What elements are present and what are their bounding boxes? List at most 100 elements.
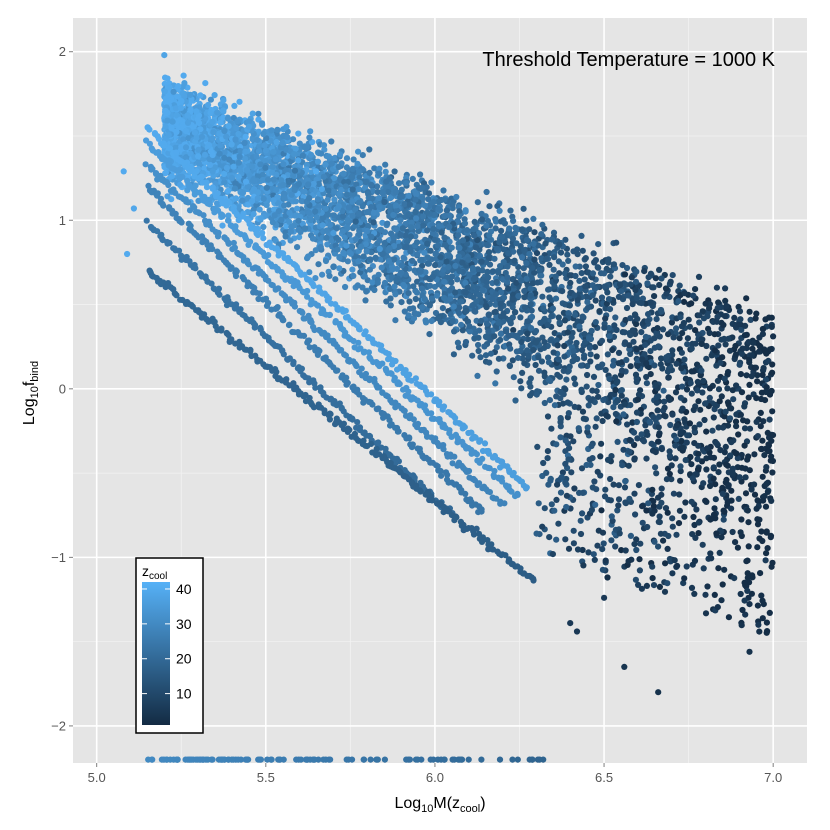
data-point bbox=[752, 364, 760, 371]
data-point bbox=[600, 396, 607, 404]
data-point bbox=[231, 154, 238, 161]
data-point bbox=[332, 276, 339, 283]
data-point bbox=[696, 319, 703, 326]
data-point bbox=[729, 465, 737, 472]
data-point bbox=[493, 344, 500, 351]
data-point bbox=[546, 261, 553, 268]
data-point bbox=[362, 241, 369, 248]
data-point bbox=[726, 347, 734, 354]
data-point bbox=[459, 237, 467, 244]
data-point bbox=[556, 319, 563, 326]
data-point bbox=[494, 203, 501, 210]
data-point bbox=[703, 428, 710, 435]
data-point bbox=[606, 375, 613, 382]
data-point bbox=[509, 296, 516, 303]
data-point bbox=[695, 530, 702, 537]
data-point bbox=[641, 268, 648, 275]
data-point bbox=[236, 98, 243, 105]
data-point bbox=[439, 305, 446, 312]
data-point bbox=[447, 311, 454, 318]
data-point bbox=[254, 195, 261, 202]
data-point bbox=[691, 557, 699, 565]
data-point bbox=[462, 289, 469, 296]
data-point bbox=[557, 489, 565, 496]
data-point bbox=[672, 442, 679, 449]
data-point bbox=[627, 363, 634, 370]
data-point bbox=[602, 486, 609, 493]
data-point bbox=[588, 442, 595, 450]
data-point bbox=[695, 450, 702, 458]
data-point bbox=[286, 218, 293, 225]
data-point bbox=[535, 354, 542, 361]
data-point bbox=[353, 181, 360, 188]
data-point bbox=[474, 372, 481, 379]
data-point bbox=[713, 440, 720, 447]
data-point bbox=[627, 315, 634, 322]
data-point bbox=[520, 205, 527, 212]
data-point bbox=[613, 379, 620, 386]
data-point bbox=[544, 455, 551, 462]
data-point bbox=[718, 597, 725, 604]
data-point bbox=[647, 299, 655, 306]
data-point bbox=[712, 481, 719, 488]
data-point bbox=[499, 233, 506, 240]
data-point bbox=[627, 332, 634, 339]
data-point bbox=[669, 272, 676, 279]
data-point bbox=[330, 230, 337, 237]
data-point bbox=[273, 139, 280, 146]
data-point bbox=[492, 380, 499, 387]
data-point bbox=[656, 513, 663, 520]
data-point bbox=[768, 437, 775, 444]
data-point bbox=[409, 257, 416, 264]
data-point bbox=[164, 193, 171, 200]
data-point bbox=[376, 237, 383, 244]
data-point bbox=[597, 453, 604, 460]
data-point bbox=[576, 277, 583, 284]
data-point bbox=[689, 475, 696, 482]
data-point bbox=[728, 487, 735, 494]
data-point bbox=[242, 178, 250, 185]
data-point bbox=[649, 510, 656, 517]
data-point bbox=[283, 123, 290, 130]
data-point bbox=[725, 482, 732, 489]
data-point bbox=[466, 323, 473, 330]
data-point bbox=[565, 310, 572, 317]
data-point bbox=[221, 149, 228, 156]
data-point bbox=[564, 251, 571, 258]
data-point bbox=[652, 464, 659, 471]
data-point bbox=[418, 256, 425, 263]
data-point bbox=[548, 313, 555, 320]
data-point bbox=[535, 367, 543, 374]
data-point bbox=[700, 480, 707, 487]
data-point bbox=[271, 206, 278, 213]
data-point bbox=[722, 443, 729, 450]
data-point bbox=[344, 225, 351, 232]
data-point bbox=[497, 263, 504, 270]
data-point bbox=[561, 342, 568, 350]
data-point bbox=[477, 354, 484, 361]
data-point bbox=[707, 454, 714, 461]
data-point bbox=[589, 292, 596, 299]
data-point bbox=[584, 371, 591, 379]
data-point bbox=[661, 588, 669, 595]
data-point bbox=[651, 362, 658, 369]
data-point bbox=[687, 453, 694, 461]
data-point bbox=[566, 324, 573, 331]
data-point bbox=[491, 255, 498, 262]
data-point bbox=[637, 540, 644, 547]
data-point bbox=[527, 300, 534, 308]
data-point bbox=[662, 560, 669, 567]
data-point bbox=[594, 264, 601, 271]
data-point bbox=[686, 323, 694, 330]
data-point bbox=[588, 506, 596, 514]
data-point bbox=[274, 126, 281, 133]
data-point bbox=[371, 286, 378, 294]
data-point bbox=[505, 285, 512, 292]
data-point bbox=[678, 349, 686, 356]
data-point bbox=[745, 453, 752, 460]
data-point bbox=[549, 551, 557, 558]
data-point bbox=[746, 381, 753, 388]
data-point bbox=[609, 346, 616, 354]
data-point bbox=[422, 269, 429, 276]
data-point bbox=[579, 489, 586, 496]
